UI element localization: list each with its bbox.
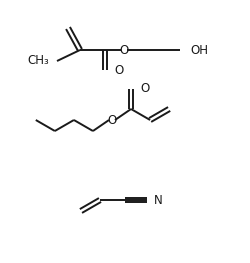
Text: N: N <box>154 194 163 206</box>
Text: O: O <box>108 114 116 127</box>
Text: O: O <box>140 83 149 95</box>
Text: OH: OH <box>190 43 208 57</box>
Text: CH₃: CH₃ <box>27 54 49 68</box>
Text: O: O <box>114 63 123 77</box>
Text: O: O <box>120 43 128 57</box>
